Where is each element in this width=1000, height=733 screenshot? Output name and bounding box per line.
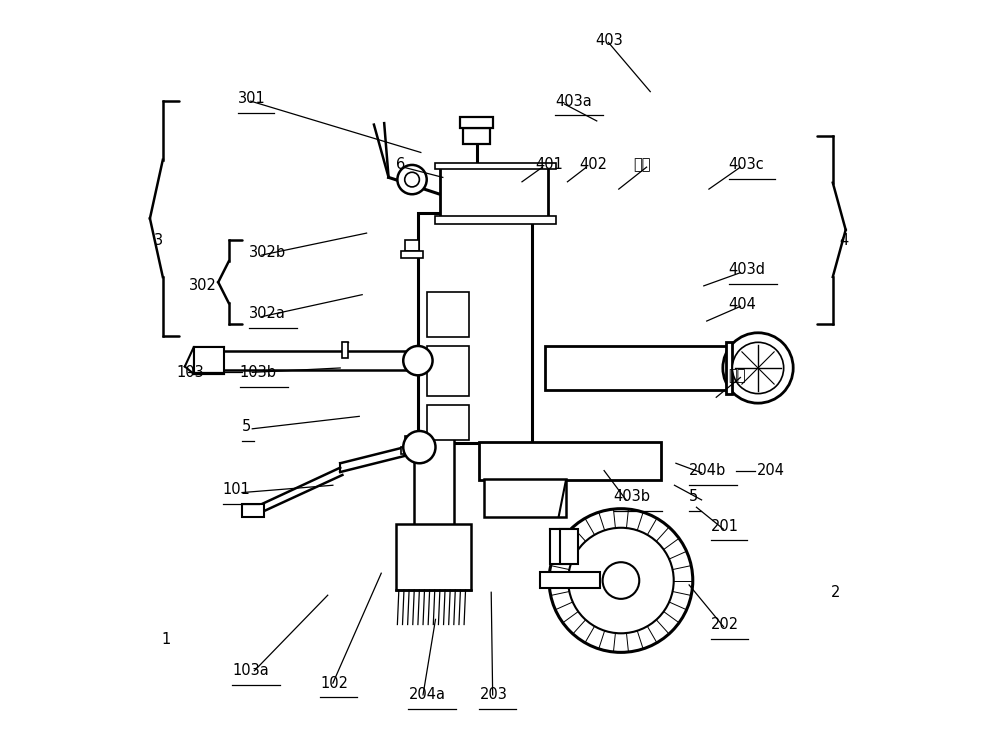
Circle shape	[403, 346, 433, 375]
Text: 302a: 302a	[249, 306, 286, 321]
Bar	[342, 342, 348, 358]
Text: 101: 101	[223, 482, 251, 497]
Circle shape	[549, 509, 693, 652]
Bar	[418, 213, 532, 443]
Bar	[440, 167, 548, 220]
Circle shape	[403, 431, 435, 463]
Text: 401: 401	[535, 158, 563, 172]
Bar	[435, 163, 556, 169]
Bar	[427, 346, 469, 396]
Text: 403c: 403c	[729, 158, 764, 172]
Text: 403: 403	[595, 33, 623, 48]
Bar	[427, 405, 469, 440]
Text: 103: 103	[176, 365, 204, 380]
Text: 201: 201	[711, 519, 739, 534]
Text: 301: 301	[238, 92, 265, 106]
Bar	[194, 347, 224, 374]
Bar	[545, 346, 727, 390]
Circle shape	[723, 333, 793, 403]
Text: 5: 5	[689, 490, 698, 504]
Text: 204: 204	[757, 463, 785, 478]
Bar	[435, 216, 556, 224]
Bar	[223, 351, 419, 370]
Text: 403a: 403a	[555, 94, 592, 108]
Bar	[479, 442, 661, 480]
Text: 302: 302	[188, 279, 216, 293]
Bar	[484, 479, 566, 517]
Text: 402: 402	[579, 158, 607, 172]
Text: 404: 404	[729, 297, 757, 312]
Text: 403d: 403d	[729, 262, 766, 277]
Bar	[414, 435, 454, 526]
Bar	[463, 128, 490, 144]
Text: 204a: 204a	[408, 688, 445, 702]
Text: 4: 4	[839, 233, 849, 248]
Text: 204b: 204b	[689, 463, 726, 478]
Circle shape	[397, 165, 427, 194]
Text: 403b: 403b	[614, 490, 651, 504]
Bar	[405, 240, 419, 251]
Text: 2: 2	[831, 585, 841, 600]
Text: 103a: 103a	[232, 663, 269, 678]
Text: 1: 1	[161, 632, 171, 647]
Bar	[242, 504, 264, 517]
Text: 103b: 103b	[240, 365, 277, 380]
Text: 203: 203	[479, 688, 507, 702]
Bar	[540, 572, 600, 588]
Bar	[396, 524, 471, 590]
Bar	[460, 117, 493, 128]
Bar	[427, 292, 469, 337]
Circle shape	[568, 528, 674, 633]
Bar	[401, 251, 423, 258]
Bar	[560, 529, 578, 564]
Text: 5: 5	[242, 419, 251, 434]
Text: 102: 102	[320, 676, 348, 690]
Bar	[726, 342, 732, 394]
Circle shape	[405, 172, 419, 187]
Text: 销轴: 销轴	[633, 158, 651, 172]
Bar	[401, 447, 422, 454]
Text: 302b: 302b	[249, 246, 286, 260]
Bar	[405, 436, 418, 447]
Text: 202: 202	[711, 617, 739, 632]
Circle shape	[603, 562, 639, 599]
Text: 3: 3	[154, 233, 163, 248]
Bar	[550, 529, 568, 564]
Text: 销轴: 销轴	[729, 368, 746, 383]
Circle shape	[732, 342, 784, 394]
Text: 6: 6	[396, 158, 405, 172]
